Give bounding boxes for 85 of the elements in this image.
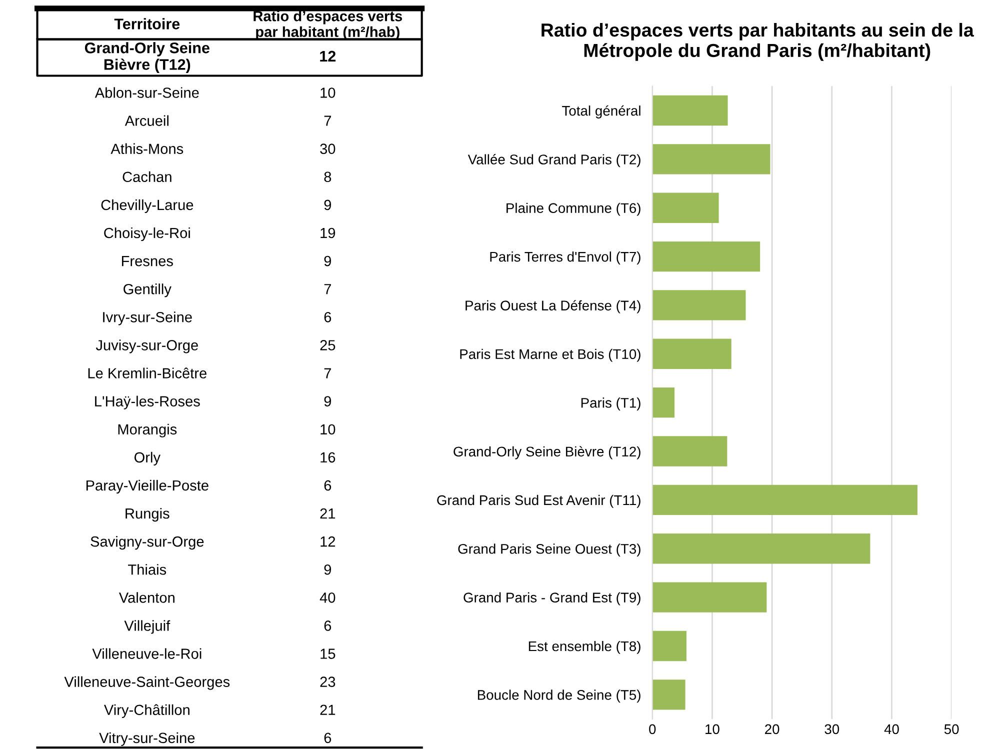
data-label: 7: [324, 284, 331, 294]
y-tick-label: Vallée Sud Grand Paris (T2): [468, 154, 640, 168]
category-label: Paray-Vieille-Poste: [86, 480, 208, 494]
data-label: 23: [320, 676, 336, 687]
category-label: Choisy-le-Roi: [104, 227, 190, 242]
data-label: 16: [320, 452, 336, 463]
category-label: L'Haÿ-les-Roses: [95, 396, 200, 410]
data-label: 8: [324, 172, 332, 182]
category-label: Arcueil: [124, 115, 168, 126]
y-tick-label: Paris (T1): [581, 398, 640, 410]
y-tick-label: Grand Paris - Grand Est (T9): [464, 592, 640, 606]
category-label: Rungis: [126, 508, 170, 522]
bar: [652, 95, 728, 126]
data-label: 19: [320, 228, 336, 238]
bar: [652, 534, 870, 564]
y-tick-label: Total général: [562, 105, 640, 118]
data-label: 12: [320, 536, 336, 547]
data-label: 9: [324, 200, 332, 210]
data-label: 9: [324, 564, 332, 575]
category-label: Orly: [134, 452, 160, 466]
bar: [652, 630, 686, 662]
category-label: Valenton: [118, 592, 174, 603]
category-label: Grand-Orly Seine Bièvre (T12): [84, 42, 210, 73]
bar: [652, 436, 728, 466]
y-tick-label: Grand Paris Seine Ouest (T3): [458, 544, 640, 557]
category-label: Vitry-sur-Seine: [99, 732, 195, 746]
x-tick-label: 50: [944, 724, 959, 734]
category-label: Villejuif: [124, 620, 170, 634]
y-tick-label: Paris Est Marne et Bois (T10): [460, 348, 640, 362]
x-tick-label: 40: [884, 724, 899, 734]
bar: [652, 144, 770, 174]
category-label: Thiais: [128, 564, 166, 575]
data-label: 6: [324, 732, 332, 744]
y-tick-label: Paris Terres d'Envol (T7): [490, 252, 640, 264]
bar: [652, 484, 918, 516]
x-tick-label: 0: [649, 724, 656, 734]
category-label: Fresnes: [122, 256, 173, 266]
category-label: Le Kremlin-Bicêtre: [88, 368, 206, 378]
x-tick-label: 20: [765, 724, 780, 734]
bar: [652, 192, 719, 223]
data-label: 40: [320, 592, 336, 603]
category-label: Villeneuve-le-Roi: [92, 648, 202, 659]
data-label: 15: [320, 648, 336, 659]
data-label: 6: [324, 480, 332, 491]
data-label: 6: [324, 620, 332, 631]
bar: [652, 290, 746, 320]
bar: [652, 680, 686, 710]
bar: [652, 338, 732, 369]
data-label: 7: [324, 116, 331, 126]
category-label: Morangis: [118, 424, 177, 438]
text: Ratio d’espaces verts par habitant (m²/hab): [254, 10, 402, 40]
bar: [652, 582, 767, 612]
text: Territoire: [114, 18, 180, 30]
data-label: 25: [320, 340, 336, 350]
category-label: Juvisy-sur-Orge: [96, 340, 198, 354]
data-label: 10: [320, 424, 336, 435]
data-label: 12: [320, 50, 336, 62]
bar: [652, 387, 675, 418]
category-label: Gentilly: [124, 284, 172, 298]
data-label: 7: [324, 368, 331, 378]
bar: [652, 241, 760, 272]
x-tick-label: 10: [706, 724, 720, 734]
y-tick-label: Paris Ouest La Défense (T4): [466, 300, 640, 314]
data-label: 30: [320, 144, 336, 154]
category-label: Villeneuve-Saint-Georges: [64, 676, 230, 690]
data-label: 21: [320, 704, 336, 715]
category-label: Athis-Mons: [110, 143, 184, 154]
category-label: Savigny-sur-Orge: [90, 536, 204, 550]
y-tick-label: Plaine Commune (T6): [506, 202, 640, 216]
y-tick-label: Est ensemble (T8): [528, 640, 640, 654]
data-label: 10: [320, 88, 336, 98]
y-tick-label: Boucle Nord de Seine (T5): [478, 690, 640, 703]
x-tick-label: 30: [824, 724, 840, 734]
category-label: Ivry-sur-Seine: [103, 312, 192, 326]
chart-title: Ratio d’espaces verts par habitants au sein de la Métropole du Grand Paris (m²/habitant): [542, 22, 974, 61]
y-tick-label: Grand-Orly Seine Bièvre (T12): [454, 446, 640, 460]
y-tick-label: Grand Paris Sud Est Avenir (T11): [437, 494, 640, 508]
category-label: Ablon-sur-Seine: [94, 87, 199, 98]
data-label: 21: [320, 508, 336, 519]
data-label: 9: [324, 256, 332, 266]
data-label: 9: [324, 396, 332, 406]
data-label: 6: [324, 312, 332, 322]
category-label: Viry-Châtillon: [104, 704, 190, 718]
category-label: Chevilly-Larue: [101, 199, 194, 213]
category-label: Cachan: [122, 171, 172, 182]
